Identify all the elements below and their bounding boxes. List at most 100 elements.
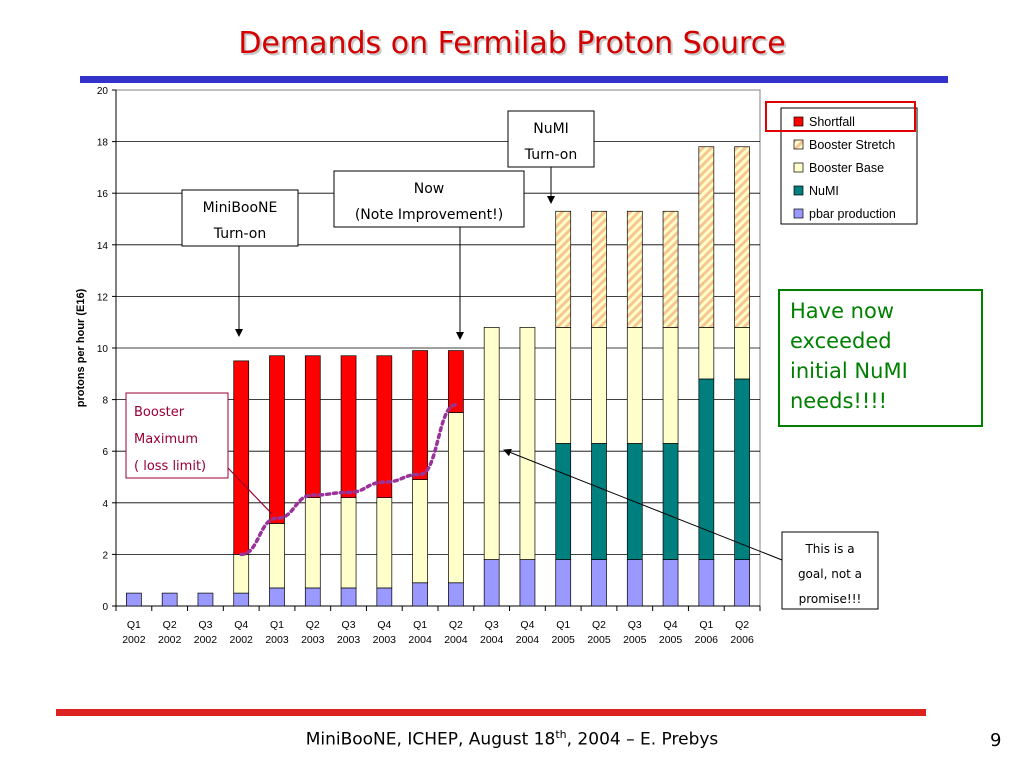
booster-max-callout-text: ( loss limit) [134, 459, 206, 474]
exceeded-callout-text: initial NuMI [790, 359, 908, 383]
y-tick-label: 18 [97, 138, 109, 149]
numi-callout-text: NuMI [533, 121, 569, 137]
exceeded-callout-text: Have now [790, 299, 894, 323]
y-tick-label: 12 [97, 292, 109, 303]
bar-pbar-production [412, 582, 428, 607]
now-callout-text: Now [414, 181, 445, 197]
bar-pbar-production [448, 582, 464, 607]
exceeded-callout-text: exceeded [790, 329, 892, 353]
x-tick-label-quarter: Q1 [556, 619, 570, 631]
x-tick-label-quarter: Q4 [664, 619, 678, 631]
bar-pbar-production [233, 592, 250, 607]
bar-booster-base [412, 479, 428, 584]
legend-label-shortfall: Shortfall [809, 115, 855, 129]
y-tick-label: 14 [97, 241, 109, 252]
bar-booster-base [698, 327, 715, 380]
bar-booster-base [591, 327, 607, 444]
bar-shortfall [304, 355, 321, 498]
x-tick-label-quarter: Q3 [342, 619, 356, 631]
bar-booster-stretch [555, 210, 572, 328]
legend-swatch-pbar-production [793, 208, 804, 219]
goal-callout-text: goal, not a [798, 567, 862, 581]
x-tick-label-quarter: Q2 [306, 619, 320, 631]
x-tick-label-year: 2004 [408, 634, 432, 646]
booster-max-callout-text: Maximum [134, 432, 198, 447]
bar-pbar-production [698, 559, 715, 607]
y-axis-label: protons per hour (E16) [75, 288, 87, 407]
bar-shortfall [233, 360, 250, 555]
bar-booster-base [269, 523, 285, 589]
miniboone-callout-text: Turn-on [213, 226, 266, 242]
now-callout-text: (Note Improvement!) [355, 207, 503, 223]
bottom-rule [56, 709, 926, 716]
x-tick-label-year: 2005 [659, 634, 683, 646]
booster-max-leader [227, 467, 273, 515]
legend-label-booster-base: Booster Base [809, 161, 884, 175]
footer-superscript: th [555, 728, 567, 741]
goal-callout [781, 531, 879, 610]
bar-numi [734, 378, 750, 560]
x-tick-label-quarter: Q2 [735, 619, 749, 631]
numi-callout-text: Turn-on [524, 147, 577, 163]
bar-booster-stretch [734, 146, 750, 328]
bar-booster-base [734, 327, 750, 380]
y-tick-label: 6 [102, 447, 108, 458]
booster-maximum-curve [239, 403, 458, 557]
legend-swatch-booster-base [793, 162, 804, 173]
bar-pbar-production [126, 592, 142, 607]
x-tick-label-year: 2003 [265, 634, 289, 646]
y-tick-label: 4 [102, 499, 108, 510]
bar-booster-base [519, 327, 536, 560]
x-tick-label-quarter: Q1 [699, 619, 713, 631]
exceeded-callout-text: needs!!!! [790, 389, 887, 413]
x-tick-label-year: 2005 [623, 634, 647, 646]
bar-pbar-production [591, 559, 607, 607]
bar-booster-base [304, 497, 321, 589]
slide-title: Demands on Fermilab Proton Source [238, 26, 786, 61]
x-tick-label-year: 2006 [695, 634, 719, 646]
y-tick-label: 20 [97, 86, 109, 97]
x-tick-label-quarter: Q2 [449, 619, 463, 631]
bar-shortfall [376, 355, 393, 498]
legend-label-booster-stretch: Booster Stretch [809, 138, 895, 152]
x-tick-label-year: 2004 [516, 634, 540, 646]
footer-text-rest: , 2004 – E. Prebys [566, 729, 719, 750]
x-tick-label-quarter: Q3 [485, 619, 499, 631]
legend-label-pbar-production: pbar production [809, 207, 896, 221]
bar-shortfall [448, 350, 464, 413]
y-tick-label: 0 [102, 602, 108, 613]
x-tick-label-year: 2003 [373, 634, 397, 646]
shortfall-highlight-box [765, 101, 916, 132]
booster-max-callout [125, 392, 229, 479]
x-tick-label-year: 2005 [552, 634, 576, 646]
x-tick-label-quarter: Q1 [127, 619, 141, 631]
x-tick-label-quarter: Q1 [270, 619, 284, 631]
legend-swatch-numi [793, 185, 804, 196]
now-callout [333, 170, 525, 228]
x-tick-label-year: 2004 [480, 634, 504, 646]
bar-pbar-production [161, 592, 178, 607]
x-tick-label-quarter: Q3 [198, 619, 212, 631]
bar-booster-stretch [662, 210, 679, 328]
x-tick-label-year: 2005 [587, 634, 611, 646]
bar-booster-stretch [626, 210, 643, 328]
x-tick-label-quarter: Q4 [377, 619, 391, 631]
bar-pbar-production [269, 587, 285, 607]
x-tick-label-quarter: Q2 [163, 619, 177, 631]
bar-booster-stretch [698, 146, 715, 328]
x-tick-label-year: 2004 [444, 634, 468, 646]
footer-text: MiniBooNE, ICHEP, August 18 [305, 729, 556, 750]
footer: MiniBooNE, ICHEP, August 18th, 2004 – E.… [0, 728, 1024, 750]
x-tick-label-quarter: Q1 [413, 619, 427, 631]
goal-callout-text: This is a [804, 542, 854, 556]
bar-pbar-production [376, 587, 393, 607]
x-tick-label-year: 2003 [301, 634, 325, 646]
top-rule [80, 76, 948, 83]
bar-booster-base [448, 412, 464, 584]
x-tick-label-quarter: Q2 [592, 619, 606, 631]
bar-pbar-production [304, 587, 321, 607]
x-tick-label-year: 2002 [158, 634, 182, 646]
x-tick-label-quarter: Q3 [628, 619, 642, 631]
bar-pbar-production [197, 592, 214, 607]
